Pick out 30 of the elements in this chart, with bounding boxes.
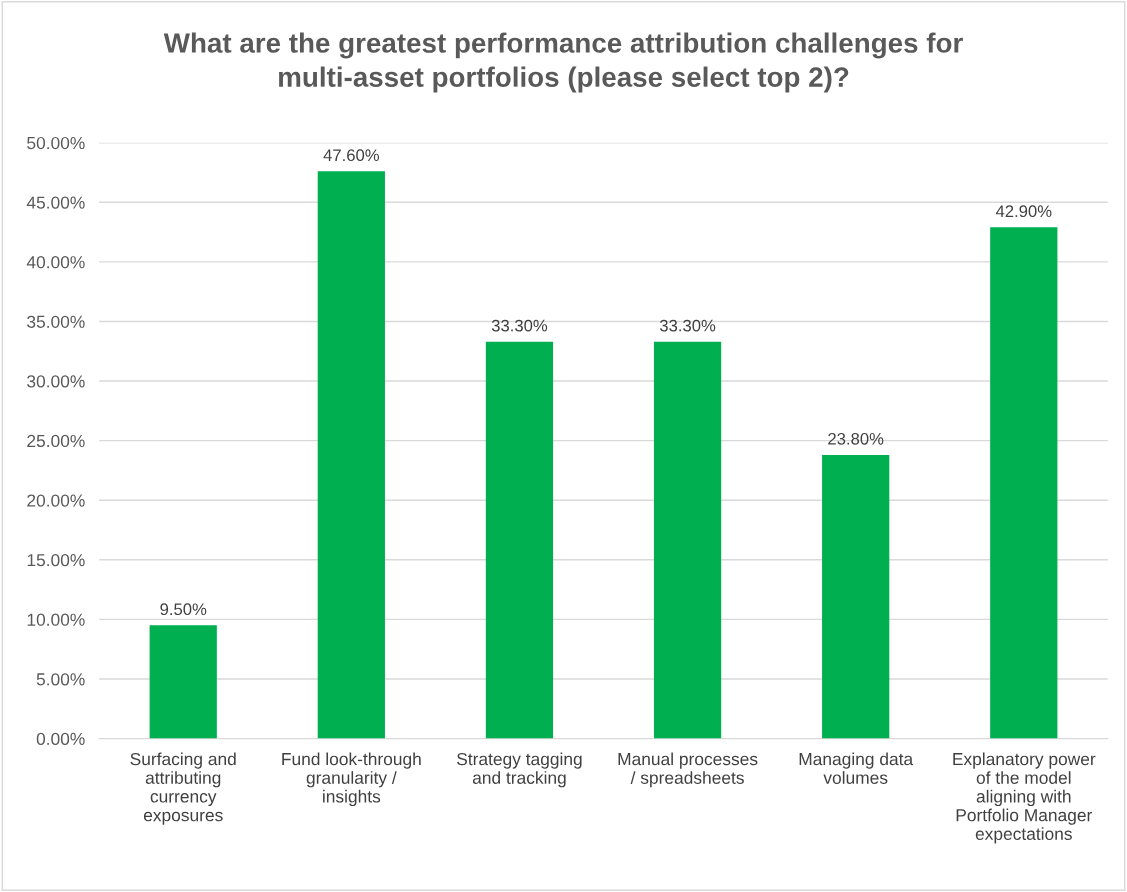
bar <box>485 341 554 739</box>
x-tick-label: Strategy tagging and tracking <box>457 752 582 788</box>
data-label: 42.90% <box>995 205 1052 218</box>
chart-title: What are the greatest performance attribution challenges for multi-asset portfolios (please select top 2)? <box>163 32 963 93</box>
x-tick-label: Fund look-through granularity / insights <box>282 752 421 807</box>
bar <box>822 454 890 739</box>
y-tick-label: 40.00% <box>26 256 85 269</box>
x-tick-label: Surfacing and attributing currency exposures <box>130 752 236 825</box>
y-tick-label: 50.00% <box>27 136 85 150</box>
bar <box>653 341 722 739</box>
y-tick-label: 0.00% <box>36 732 85 746</box>
x-tick-label: Manual processes / spreadsheets <box>618 752 758 788</box>
bar <box>990 227 1058 739</box>
data-label: 47.60% <box>323 149 380 162</box>
y-tick-label: 45.00% <box>26 196 85 209</box>
data-label: 33.30% <box>491 319 548 332</box>
y-tick-label: 5.00% <box>36 673 85 686</box>
bar <box>317 171 385 739</box>
y-tick-label: 35.00% <box>27 315 85 328</box>
data-label: 33.30% <box>659 319 716 332</box>
data-label: 23.80% <box>828 432 884 445</box>
y-tick-label: 15.00% <box>27 553 85 567</box>
y-tick-label: 25.00% <box>27 434 85 448</box>
y-tick-label: 10.00% <box>27 613 85 626</box>
y-tick-label: 30.00% <box>27 375 85 388</box>
bar <box>149 625 217 739</box>
x-tick-label: Managing data volumes <box>799 752 914 784</box>
data-label: 9.50% <box>160 603 207 616</box>
x-tick-label: Explanatory power of the model aligning with Portfolio Manager expectations <box>953 752 1096 844</box>
y-tick-label: 20.00% <box>27 494 85 507</box>
